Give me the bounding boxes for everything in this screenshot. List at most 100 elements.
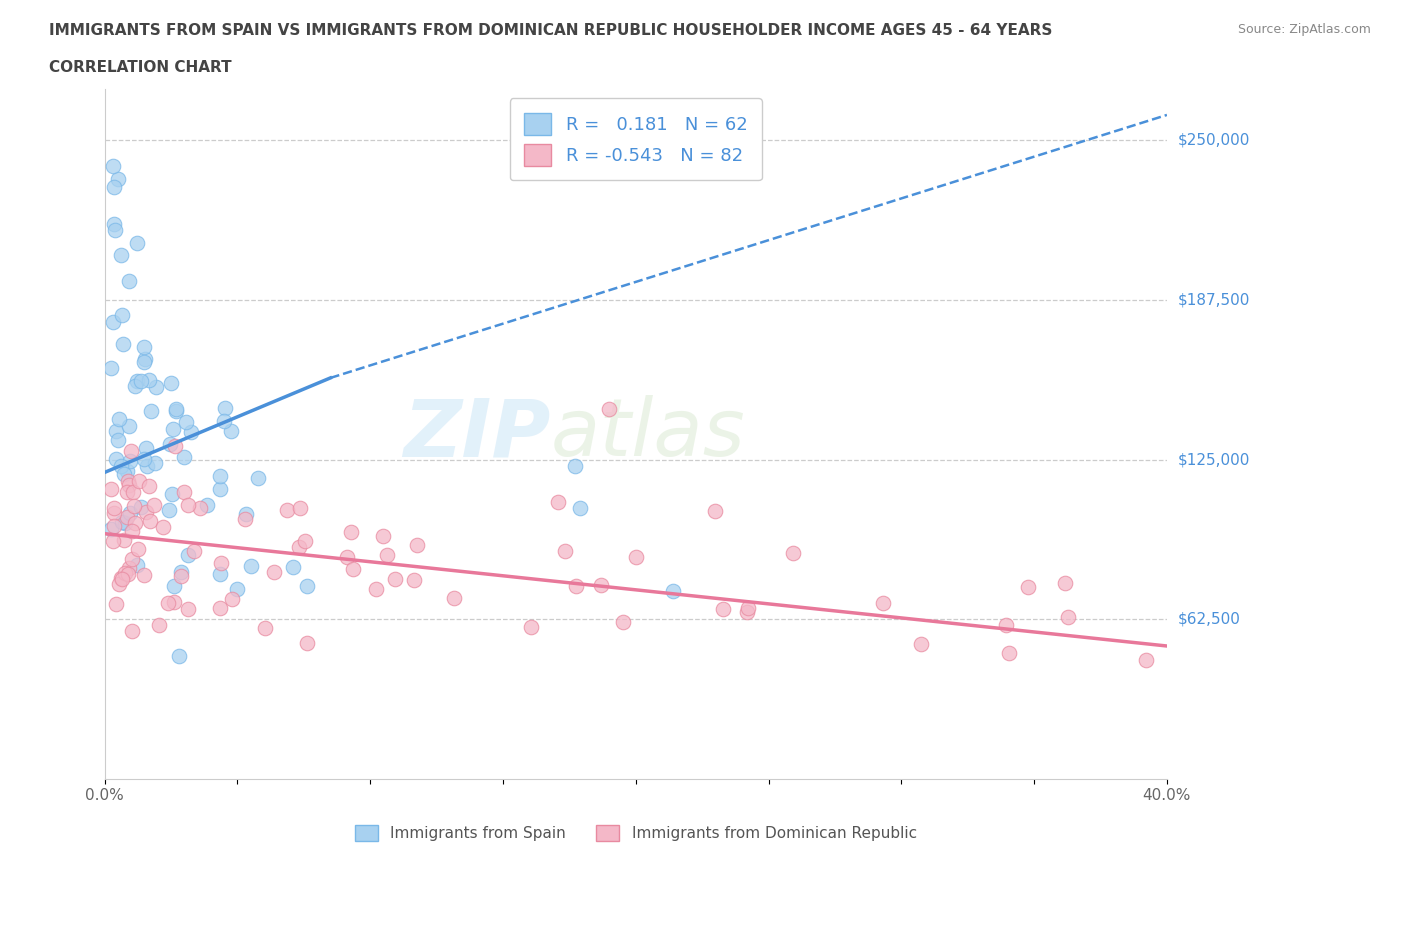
Point bbox=[173, 485, 195, 499]
Point bbox=[110, 459, 132, 474]
Point bbox=[145, 379, 167, 394]
Point bbox=[103, 217, 125, 232]
Text: IMMIGRANTS FROM SPAIN VS IMMIGRANTS FROM DOMINICAN REPUBLIC HOUSEHOLDER INCOME A: IMMIGRANTS FROM SPAIN VS IMMIGRANTS FROM… bbox=[49, 23, 1053, 38]
Text: $62,500: $62,500 bbox=[1178, 612, 1241, 627]
Point bbox=[247, 471, 270, 485]
Point bbox=[169, 565, 191, 579]
Point bbox=[662, 583, 685, 598]
Point bbox=[263, 565, 285, 579]
Point bbox=[165, 402, 187, 417]
Point bbox=[598, 401, 620, 416]
Point bbox=[159, 437, 181, 452]
Point bbox=[547, 494, 569, 509]
Text: Source: ZipAtlas.com: Source: ZipAtlas.com bbox=[1237, 23, 1371, 36]
Point bbox=[112, 533, 135, 548]
Point bbox=[117, 273, 139, 288]
Point bbox=[281, 560, 304, 575]
Point bbox=[190, 500, 212, 515]
Point bbox=[1017, 579, 1039, 594]
Point bbox=[120, 444, 142, 458]
Point bbox=[735, 604, 758, 619]
Point bbox=[165, 404, 187, 418]
Text: ZIP: ZIP bbox=[404, 395, 551, 473]
Point bbox=[125, 557, 148, 572]
Point bbox=[125, 235, 148, 250]
Point bbox=[110, 307, 132, 322]
Point bbox=[121, 524, 143, 538]
Point bbox=[209, 600, 232, 615]
Point bbox=[124, 515, 146, 530]
Point bbox=[288, 540, 311, 555]
Point bbox=[104, 596, 127, 611]
Point bbox=[107, 172, 129, 187]
Point bbox=[569, 500, 592, 515]
Point bbox=[170, 569, 193, 584]
Point bbox=[118, 561, 141, 576]
Point bbox=[132, 452, 155, 467]
Point bbox=[183, 543, 205, 558]
Point bbox=[107, 432, 129, 447]
Point bbox=[711, 602, 734, 617]
Point bbox=[221, 592, 243, 607]
Point bbox=[160, 376, 183, 391]
Point bbox=[612, 615, 634, 630]
Point bbox=[297, 578, 319, 593]
Point bbox=[104, 222, 127, 237]
Point bbox=[872, 595, 894, 610]
Point bbox=[591, 578, 613, 592]
Point bbox=[110, 248, 132, 263]
Point bbox=[290, 500, 312, 515]
Point bbox=[135, 441, 157, 456]
Point bbox=[704, 503, 727, 518]
Point bbox=[254, 620, 277, 635]
Point bbox=[136, 458, 159, 473]
Point bbox=[157, 596, 180, 611]
Point bbox=[209, 555, 232, 570]
Point bbox=[127, 541, 149, 556]
Point bbox=[371, 528, 394, 543]
Point bbox=[402, 573, 425, 588]
Point bbox=[115, 510, 138, 525]
Point bbox=[100, 482, 122, 497]
Point bbox=[235, 507, 257, 522]
Point bbox=[139, 513, 162, 528]
Point bbox=[100, 361, 122, 376]
Point bbox=[111, 571, 134, 586]
Point bbox=[297, 635, 319, 650]
Point bbox=[195, 498, 218, 512]
Point bbox=[128, 473, 150, 488]
Point bbox=[114, 565, 136, 580]
Point bbox=[212, 414, 235, 429]
Point bbox=[120, 506, 142, 521]
Point bbox=[157, 502, 180, 517]
Point bbox=[405, 538, 427, 552]
Point bbox=[118, 454, 141, 469]
Point bbox=[152, 520, 174, 535]
Point bbox=[103, 500, 125, 515]
Point bbox=[162, 422, 184, 437]
Point bbox=[520, 619, 543, 634]
Point bbox=[100, 521, 122, 536]
Point bbox=[134, 354, 156, 369]
Point bbox=[377, 548, 399, 563]
Point bbox=[103, 518, 125, 533]
Point bbox=[117, 478, 139, 493]
Point bbox=[108, 412, 131, 427]
Point bbox=[364, 581, 387, 596]
Point bbox=[103, 179, 125, 194]
Point bbox=[214, 400, 236, 415]
Point bbox=[626, 550, 648, 565]
Legend: Immigrants from Spain, Immigrants from Dominican Republic: Immigrants from Spain, Immigrants from D… bbox=[349, 818, 922, 847]
Point bbox=[443, 591, 465, 605]
Point bbox=[148, 618, 170, 632]
Point bbox=[127, 374, 149, 389]
Point bbox=[145, 456, 167, 471]
Point bbox=[176, 415, 198, 430]
Point bbox=[233, 512, 256, 526]
Point bbox=[554, 543, 576, 558]
Point bbox=[782, 545, 804, 560]
Point bbox=[336, 550, 359, 565]
Point bbox=[103, 505, 125, 520]
Point bbox=[165, 439, 187, 454]
Point bbox=[209, 482, 232, 497]
